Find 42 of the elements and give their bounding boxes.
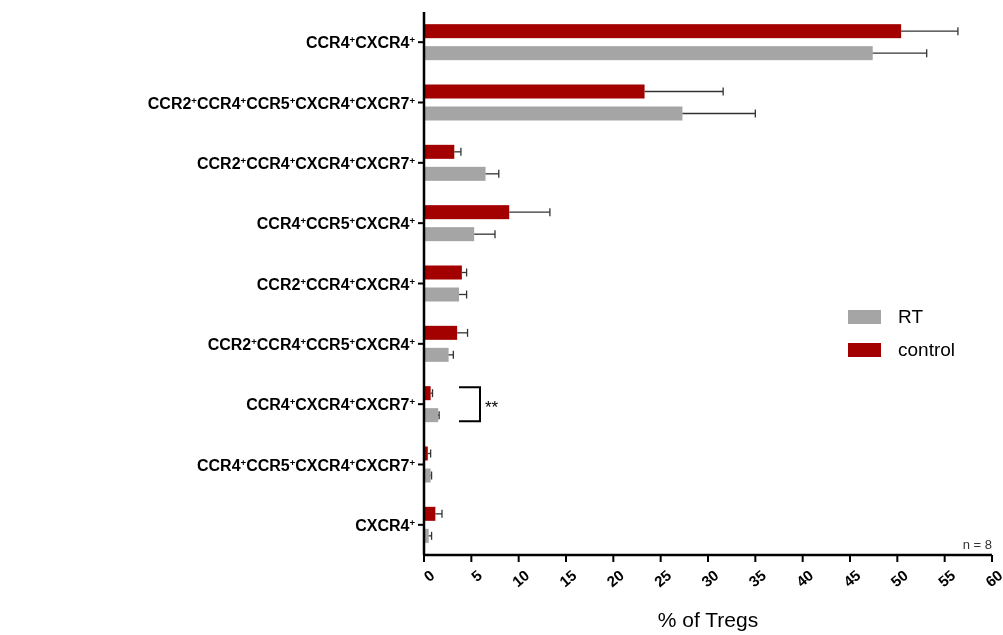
y-tick-label: CCR4$^{+}$CXCR4$^{+}$CXCR7$^{+}$ (246, 395, 416, 414)
x-tick-label: 15 (555, 566, 580, 591)
y-tick-label: CCR2$^{+}$CCR4$^{+}$CXCR4$^{+}$CXCR7$^{+}$ (196, 154, 416, 172)
bar (424, 386, 431, 401)
legend-label: RT (898, 306, 924, 327)
bar (424, 347, 449, 362)
annotation: ** (485, 398, 499, 418)
bar (424, 468, 431, 483)
x-tick-label: 0 (420, 566, 438, 585)
x-tick-label: 25 (650, 566, 675, 591)
bar (424, 24, 902, 39)
bar (424, 46, 873, 61)
x-tick-label: 10 (508, 566, 533, 591)
bar (424, 287, 460, 302)
x-tick-label: 50 (887, 566, 912, 591)
annotation: n = 8 (962, 537, 992, 552)
bar (424, 227, 475, 242)
y-tick-label: CXCR4$^{+}$ (355, 516, 416, 534)
y-tick-label: CCR2$^{+}$CCR4$^{+}$CCR5$^{+}$CXCR4$^{+}$ (207, 335, 416, 353)
bar (424, 408, 439, 423)
x-tick-label: 40 (792, 566, 817, 591)
bar (424, 265, 462, 280)
x-tick-label: 5 (467, 566, 486, 585)
bar (424, 144, 455, 159)
y-tick-label: CCR4$^{+}$CCR5$^{+}$CXCR4$^{+}$ (256, 214, 416, 233)
bar (424, 106, 683, 121)
x-tick-label: 55 (934, 566, 959, 591)
category-label: CCR2$^{+}$CCR4$^{+}$CCR5$^{+}$CXCR4$^{+}$CXCR7$^{+}$ (147, 94, 415, 112)
bar (424, 205, 510, 220)
y-tick-label: CCR4$^{+}$CCR5$^{+}$CXCR4$^{+}$CXCR7$^{+}$ (196, 456, 416, 474)
x-tick-label: 30 (697, 566, 722, 591)
x-tick-label: 60 (981, 566, 1003, 591)
x-tick-label: 35 (745, 566, 770, 591)
bar (424, 84, 645, 99)
bar (424, 166, 486, 181)
x-tick-label: 45 (839, 566, 864, 591)
y-tick-label: CCR2$^{+}$CCR4$^{+}$CXCR4$^{+}$ (256, 275, 416, 293)
y-tick-label: CCR4$^{+}$CXCR4$^{+}$ (305, 33, 416, 52)
x-axis-title: % of Tregs (657, 608, 759, 631)
x-tick-label: 20 (603, 566, 628, 591)
bar (424, 325, 458, 340)
legend-label: control (898, 339, 956, 360)
